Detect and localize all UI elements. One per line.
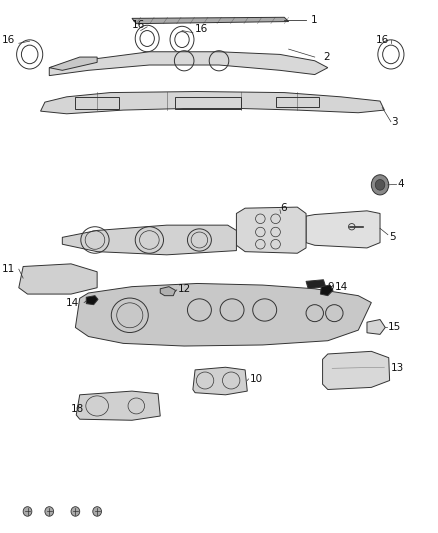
Text: 12: 12: [178, 284, 191, 294]
Text: 11: 11: [1, 264, 14, 274]
Text: 2: 2: [323, 52, 330, 62]
Ellipse shape: [371, 175, 389, 195]
Text: 6: 6: [280, 203, 286, 213]
Ellipse shape: [45, 507, 53, 516]
Ellipse shape: [375, 180, 385, 190]
Polygon shape: [321, 285, 333, 296]
Text: 4: 4: [397, 179, 404, 189]
Ellipse shape: [93, 507, 102, 516]
Polygon shape: [367, 319, 385, 334]
Polygon shape: [86, 296, 98, 305]
Text: 18: 18: [71, 403, 84, 414]
Text: 16: 16: [132, 20, 145, 30]
Bar: [176, 98, 241, 109]
Polygon shape: [306, 280, 325, 289]
Bar: [276, 97, 319, 108]
Polygon shape: [160, 287, 176, 296]
Polygon shape: [132, 17, 289, 23]
Polygon shape: [62, 225, 237, 255]
Text: 14: 14: [334, 281, 348, 292]
Polygon shape: [41, 92, 385, 114]
Polygon shape: [19, 264, 97, 294]
Text: 10: 10: [250, 374, 263, 384]
Polygon shape: [237, 207, 306, 253]
Text: 3: 3: [391, 117, 398, 127]
Text: 16: 16: [1, 35, 14, 45]
Polygon shape: [322, 351, 390, 390]
Ellipse shape: [71, 507, 80, 516]
Polygon shape: [76, 391, 160, 420]
Text: 16: 16: [195, 24, 208, 34]
Text: 15: 15: [388, 322, 401, 333]
Text: 13: 13: [391, 364, 404, 373]
Polygon shape: [193, 367, 247, 395]
Text: 1: 1: [311, 15, 317, 25]
Bar: [75, 98, 119, 109]
Text: 14: 14: [66, 297, 79, 308]
Polygon shape: [49, 57, 97, 70]
Text: 16: 16: [376, 35, 389, 45]
Polygon shape: [49, 52, 328, 76]
Text: 5: 5: [389, 232, 396, 243]
Polygon shape: [75, 284, 371, 346]
Polygon shape: [306, 211, 380, 248]
Ellipse shape: [23, 507, 32, 516]
Text: 9: 9: [328, 281, 335, 292]
